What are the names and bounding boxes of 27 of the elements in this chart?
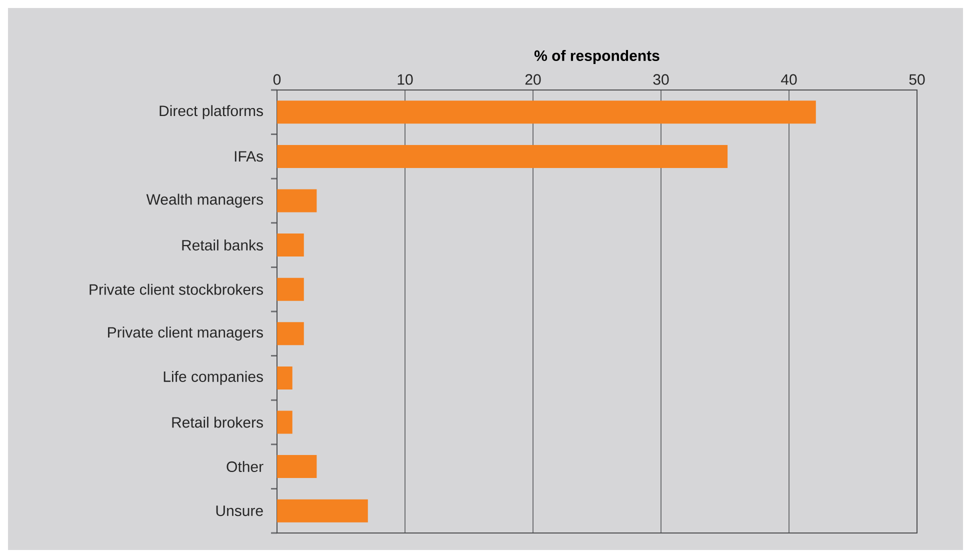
y-tick-label: Retail brokers (172, 416, 263, 428)
y-tick-label: Private client managers (108, 326, 263, 341)
bar (277, 234, 304, 257)
x-tick-label: 30 (653, 74, 669, 85)
y-tick-label: Unsure (216, 506, 263, 516)
bar (277, 144, 728, 168)
y-tick-label: Other (226, 461, 264, 472)
bar (277, 100, 816, 124)
bar (277, 410, 292, 434)
bar (277, 322, 304, 346)
y-tick-label: Private client stockbrokers (90, 284, 263, 295)
x-tick-label: 20 (525, 74, 541, 85)
y-tick-label: Life companies (164, 370, 263, 385)
bar (277, 189, 317, 212)
bar (277, 278, 304, 301)
y-tick-label: Retail banks (182, 240, 263, 251)
x-tick-label: 40 (781, 74, 797, 85)
y-tick-label: IFAs (234, 151, 264, 162)
x-tick-label: 50 (909, 74, 925, 85)
x-tick-label: 0 (273, 74, 281, 85)
y-tick-label: Direct platforms (160, 105, 263, 120)
bar (277, 366, 292, 390)
bar (277, 499, 368, 522)
y-tick-label: Wealth managers (146, 194, 263, 208)
x-tick-label: 10 (398, 74, 413, 85)
bar (277, 455, 317, 478)
x-axis-title: % of respondents (534, 50, 660, 64)
